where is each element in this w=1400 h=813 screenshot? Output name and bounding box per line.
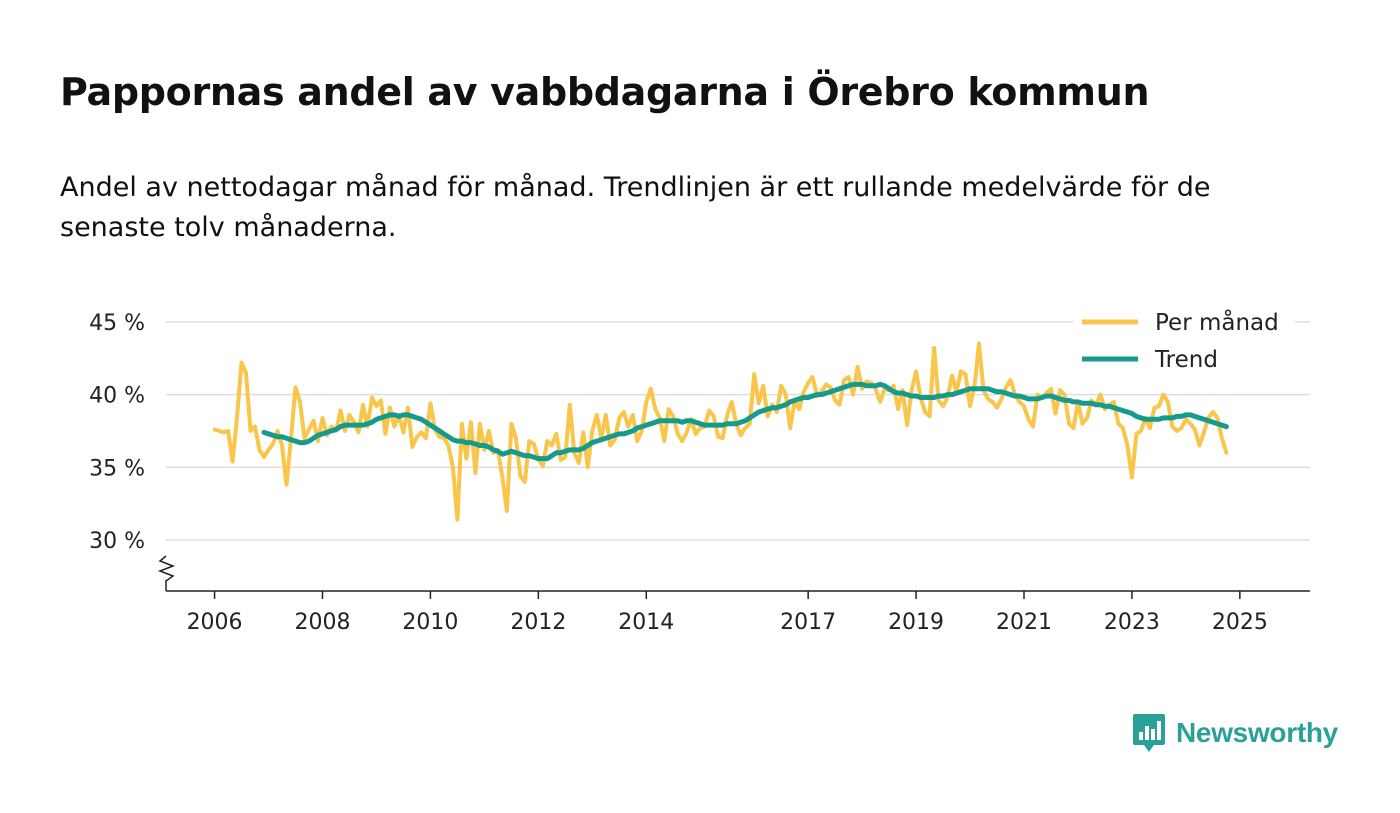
x-tick-label-2019: 2019	[888, 610, 944, 635]
series-group	[212, 341, 1229, 522]
x-tick-label-2012: 2012	[510, 610, 566, 635]
x-axis: 2006 2008 2010 2012 2014 2017 2019 2021 2023 2025	[157, 555, 1310, 635]
line-monthly	[212, 341, 1229, 522]
x-tick-label-2014: 2014	[618, 610, 674, 635]
y-axis-labels: 30 % 35 % 40 % 45 %	[89, 311, 145, 554]
legend-label-monthly: Per månad	[1155, 308, 1279, 336]
y-tick-label-35: 35 %	[89, 456, 145, 481]
x-tick-label-2008: 2008	[294, 610, 350, 635]
axis-break-icon	[157, 555, 176, 582]
x-tick-label-2021: 2021	[996, 610, 1052, 635]
x-tick-label-2023: 2023	[1104, 610, 1160, 635]
x-tick-label-2017: 2017	[780, 610, 836, 635]
brand-name: Newsworthy	[1176, 717, 1338, 748]
legend: Per månad Trend	[1073, 302, 1295, 373]
page-title: Pappornas andel av vabbdagarna i Örebro …	[60, 70, 1150, 114]
x-tick-label-2010: 2010	[402, 610, 458, 635]
y-tick-label-45: 45 %	[89, 311, 145, 336]
legend-background	[1073, 302, 1295, 350]
brand-logo: Newsworthy	[1132, 712, 1338, 754]
x-tick-label-2025: 2025	[1212, 610, 1268, 635]
page-subtitle: Andel av nettodagar månad för månad. Tre…	[60, 172, 1211, 243]
newsworthy-logo-icon	[1133, 714, 1165, 752]
y-tick-label-40: 40 %	[89, 384, 145, 409]
y-tick-label-30: 30 %	[89, 529, 145, 554]
x-tick-label-2006: 2006	[187, 610, 243, 635]
line-trend	[261, 381, 1229, 462]
legend-label-trend: Trend	[1154, 347, 1218, 373]
